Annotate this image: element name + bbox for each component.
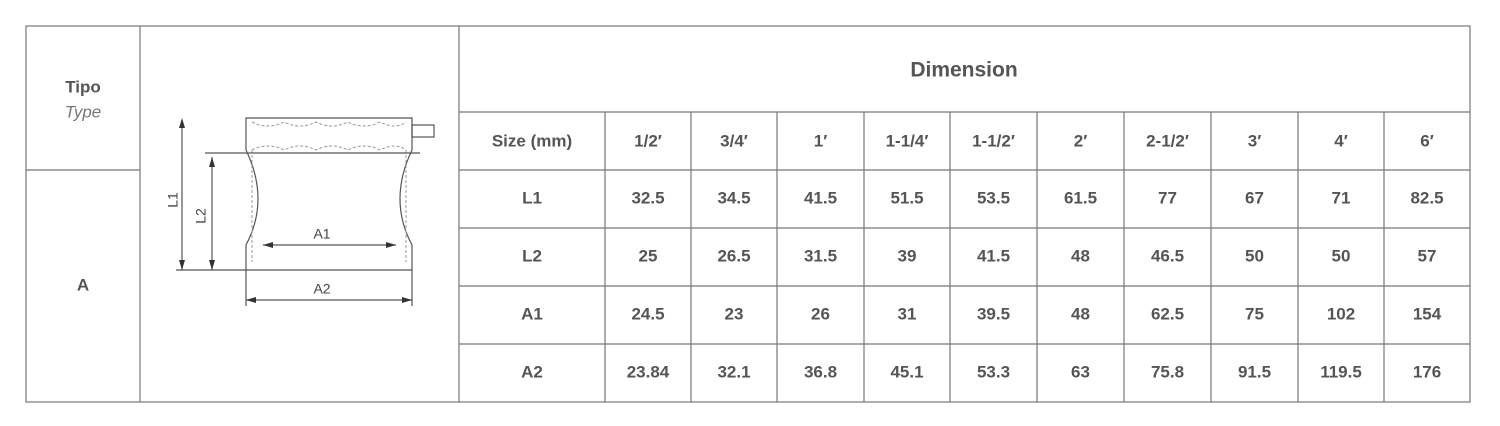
- cell: 102: [1327, 304, 1355, 323]
- cell: 82.5: [1410, 188, 1443, 207]
- column-header: 3′: [1248, 131, 1262, 150]
- cell: 75.8: [1151, 362, 1184, 381]
- cell: 91.5: [1238, 362, 1271, 381]
- row-header: A2: [521, 362, 543, 381]
- row-header: L1: [522, 188, 542, 207]
- cell: 23.84: [627, 362, 670, 381]
- cell: 39.5: [977, 304, 1010, 323]
- cell: 25: [639, 246, 658, 265]
- cell: 154: [1413, 304, 1442, 323]
- cell: 77: [1158, 188, 1177, 207]
- cell: 57: [1418, 246, 1437, 265]
- cell: 71: [1332, 188, 1351, 207]
- cell: 24.5: [631, 304, 664, 323]
- column-header: 1-1/2′: [972, 131, 1015, 150]
- cell: 46.5: [1151, 246, 1184, 265]
- cell: 41.5: [977, 246, 1010, 265]
- column-header: 1′: [814, 131, 828, 150]
- column-header: 6′: [1420, 131, 1434, 150]
- tipo-label: Tipo: [65, 77, 101, 96]
- cell: 39: [898, 246, 917, 265]
- cell: 45.1: [890, 362, 923, 381]
- column-header: 1-1/4′: [886, 131, 929, 150]
- drawing-label: L2: [193, 208, 209, 224]
- cell: 75: [1245, 304, 1264, 323]
- cell: 41.5: [804, 188, 837, 207]
- column-header: 3/4′: [720, 131, 748, 150]
- cell: 34.5: [717, 188, 750, 207]
- cell: 32.1: [717, 362, 750, 381]
- cell: 63: [1071, 362, 1090, 381]
- cell: 50: [1245, 246, 1264, 265]
- cell: 23: [725, 304, 744, 323]
- cell: 61.5: [1064, 188, 1097, 207]
- type-value: A: [77, 275, 89, 294]
- cell: 53.5: [977, 188, 1010, 207]
- cell: 62.5: [1151, 304, 1184, 323]
- column-header: 4′: [1334, 131, 1348, 150]
- cell: 50: [1332, 246, 1351, 265]
- column-header: 2-1/2′: [1146, 131, 1189, 150]
- drawing-label: L1: [165, 192, 181, 208]
- column-header: 1/2′: [634, 131, 662, 150]
- cell: 32.5: [631, 188, 664, 207]
- cell: 51.5: [890, 188, 923, 207]
- column-header: 2′: [1074, 131, 1088, 150]
- cell: 26: [811, 304, 830, 323]
- cell: 48: [1071, 246, 1090, 265]
- row-header: L2: [522, 246, 542, 265]
- drawing-label: A2: [313, 281, 330, 297]
- cell: 53.3: [977, 362, 1010, 381]
- cell: 48: [1071, 304, 1090, 323]
- cell: 119.5: [1320, 362, 1362, 381]
- cell: 26.5: [717, 246, 750, 265]
- table-grid: [25, 25, 1471, 403]
- cell: 67: [1245, 188, 1264, 207]
- row-header: A1: [521, 304, 543, 323]
- drawing: [176, 117, 435, 306]
- type-label: Type: [65, 102, 102, 121]
- drawing-label: A1: [313, 226, 330, 242]
- cell: 176: [1413, 362, 1441, 381]
- dimension-title: Dimension: [910, 59, 1017, 82]
- column-header: Size (mm): [492, 131, 572, 150]
- cell: 31.5: [804, 246, 837, 265]
- cell: 36.8: [804, 362, 837, 381]
- cell: 31: [898, 304, 917, 323]
